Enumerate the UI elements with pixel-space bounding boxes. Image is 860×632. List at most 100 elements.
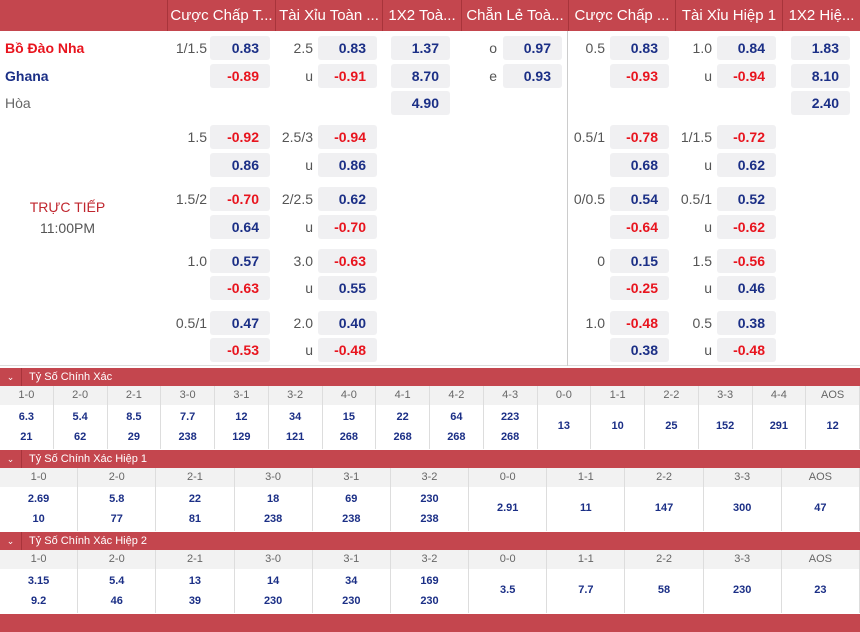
- score-odds[interactable]: 147: [654, 502, 674, 514]
- score-odds-cell[interactable]: 25: [645, 405, 699, 449]
- score-odds-cell[interactable]: 22 81: [156, 487, 235, 531]
- score-odds[interactable]: 268: [339, 431, 359, 443]
- score-odds[interactable]: 39: [188, 595, 202, 607]
- odds-cell[interactable]: 0.64: [210, 215, 270, 239]
- section-header[interactable]: ⌄ Tỷ Số Chính Xác: [0, 368, 860, 386]
- odds-cell[interactable]: 8.10: [791, 64, 850, 88]
- score-odds[interactable]: 64: [450, 411, 463, 423]
- chevron-down-icon[interactable]: ⌄: [0, 450, 22, 468]
- score-odds[interactable]: 12: [235, 411, 248, 423]
- odds-cell[interactable]: 0.93: [503, 64, 562, 88]
- score-odds-cell[interactable]: 14 230: [235, 569, 313, 613]
- section-header[interactable]: ⌄ Tỷ Số Chính Xác Hiệp 1: [0, 450, 860, 468]
- score-odds[interactable]: 7.7: [578, 584, 594, 596]
- odds-cell[interactable]: -0.70: [318, 215, 377, 239]
- score-odds-cell[interactable]: 64 268: [430, 405, 484, 449]
- score-odds[interactable]: 230: [342, 595, 361, 607]
- odds-cell[interactable]: -0.63: [318, 249, 377, 273]
- odds-cell[interactable]: 2.40: [791, 91, 850, 115]
- score-odds[interactable]: 10: [611, 420, 624, 432]
- score-odds-cell[interactable]: 58: [625, 569, 704, 613]
- odds-cell[interactable]: 0.47: [210, 311, 270, 335]
- score-odds-cell[interactable]: 69 238: [313, 487, 391, 531]
- odds-cell[interactable]: -0.89: [210, 64, 270, 88]
- score-odds[interactable]: 291: [769, 420, 789, 432]
- score-odds[interactable]: 46: [110, 595, 123, 607]
- score-odds[interactable]: 3.5: [500, 584, 516, 596]
- score-odds[interactable]: 12: [826, 420, 839, 432]
- odds-cell[interactable]: 0.83: [610, 36, 669, 60]
- odds-cell[interactable]: -0.48: [610, 311, 669, 335]
- odds-cell[interactable]: -0.53: [210, 338, 270, 362]
- odds-cell[interactable]: -0.94: [717, 64, 776, 88]
- odds-cell[interactable]: 0.46: [717, 276, 776, 300]
- score-odds-cell[interactable]: 12 129: [215, 405, 269, 449]
- odds-cell[interactable]: 0.86: [318, 153, 377, 177]
- score-odds-cell[interactable]: 7.7 238: [161, 405, 215, 449]
- odds-cell[interactable]: 0.55: [318, 276, 377, 300]
- score-odds[interactable]: 5.4: [109, 575, 125, 587]
- odds-cell[interactable]: -0.94: [318, 125, 377, 149]
- score-odds-cell[interactable]: 12: [806, 405, 860, 449]
- odds-cell[interactable]: 0.57: [210, 249, 270, 273]
- odds-cell[interactable]: 0.54: [610, 187, 669, 211]
- score-odds[interactable]: 5.4: [72, 411, 88, 423]
- odds-cell[interactable]: -0.48: [717, 338, 776, 362]
- market-header-4[interactable]: Cược Chấp ...: [568, 0, 675, 31]
- score-odds[interactable]: 223: [500, 411, 520, 423]
- market-header-1[interactable]: Tài Xỉu Toàn ...: [275, 0, 382, 31]
- score-odds[interactable]: 238: [263, 513, 283, 525]
- score-odds[interactable]: 77: [110, 513, 123, 525]
- score-odds[interactable]: 13: [188, 575, 202, 587]
- score-odds-cell[interactable]: 18 238: [235, 487, 313, 531]
- odds-cell[interactable]: -0.64: [610, 215, 669, 239]
- score-odds-cell[interactable]: 2.69 10: [0, 487, 79, 531]
- odds-cell[interactable]: -0.78: [610, 125, 669, 149]
- score-odds-cell[interactable]: 2.91: [469, 487, 548, 531]
- score-odds-cell[interactable]: 5.8 77: [78, 487, 157, 531]
- market-header-5[interactable]: Tài Xỉu Hiệp 1: [675, 0, 782, 31]
- odds-cell[interactable]: 0.68: [610, 153, 669, 177]
- section-header-next[interactable]: [0, 614, 860, 632]
- score-odds[interactable]: 268: [500, 431, 520, 443]
- score-odds[interactable]: 14: [266, 575, 280, 587]
- odds-cell[interactable]: 1.37: [391, 36, 450, 60]
- odds-cell[interactable]: 1.83: [791, 36, 850, 60]
- score-odds-cell[interactable]: 3.5: [469, 569, 548, 613]
- score-odds-cell[interactable]: 10: [591, 405, 645, 449]
- score-odds[interactable]: 18: [266, 493, 280, 505]
- score-odds-cell[interactable]: 6.3 21: [0, 405, 54, 449]
- chevron-down-icon[interactable]: ⌄: [0, 368, 22, 386]
- score-odds[interactable]: 230: [263, 595, 283, 607]
- odds-cell[interactable]: -0.70: [210, 187, 270, 211]
- score-odds[interactable]: 230: [420, 493, 439, 505]
- odds-cell[interactable]: 0.83: [210, 36, 270, 60]
- odds-cell[interactable]: 0.15: [610, 249, 669, 273]
- score-odds-cell[interactable]: 47: [782, 487, 860, 531]
- score-odds-cell[interactable]: 11: [547, 487, 626, 531]
- score-odds-cell[interactable]: 15 268: [323, 405, 377, 449]
- score-odds-cell[interactable]: 5.4 62: [54, 405, 108, 449]
- score-odds-cell[interactable]: 13 39: [156, 569, 235, 613]
- market-header-0[interactable]: Cược Chấp T...: [167, 0, 275, 31]
- score-odds[interactable]: 152: [715, 420, 735, 432]
- score-odds[interactable]: 81: [188, 513, 202, 525]
- odds-cell[interactable]: -0.48: [318, 338, 377, 362]
- score-odds[interactable]: 9.2: [30, 595, 47, 607]
- score-odds-cell[interactable]: 23: [782, 569, 860, 613]
- score-odds[interactable]: 7.7: [179, 411, 196, 423]
- score-odds-cell[interactable]: 300: [704, 487, 782, 531]
- score-odds-cell[interactable]: 230 238: [391, 487, 470, 531]
- score-odds[interactable]: 11: [580, 502, 592, 514]
- odds-cell[interactable]: -0.91: [318, 64, 377, 88]
- score-odds[interactable]: 2.91: [496, 502, 519, 514]
- odds-cell[interactable]: -0.92: [210, 125, 270, 149]
- score-odds[interactable]: 268: [393, 431, 412, 443]
- score-odds-cell[interactable]: 8.5 29: [108, 405, 162, 449]
- score-odds-cell[interactable]: 152: [699, 405, 753, 449]
- score-odds[interactable]: 238: [420, 513, 439, 525]
- score-odds[interactable]: 3.15: [27, 575, 50, 587]
- odds-cell[interactable]: 0.62: [717, 153, 776, 177]
- score-odds[interactable]: 5.8: [109, 493, 125, 505]
- score-odds[interactable]: 169: [420, 575, 439, 587]
